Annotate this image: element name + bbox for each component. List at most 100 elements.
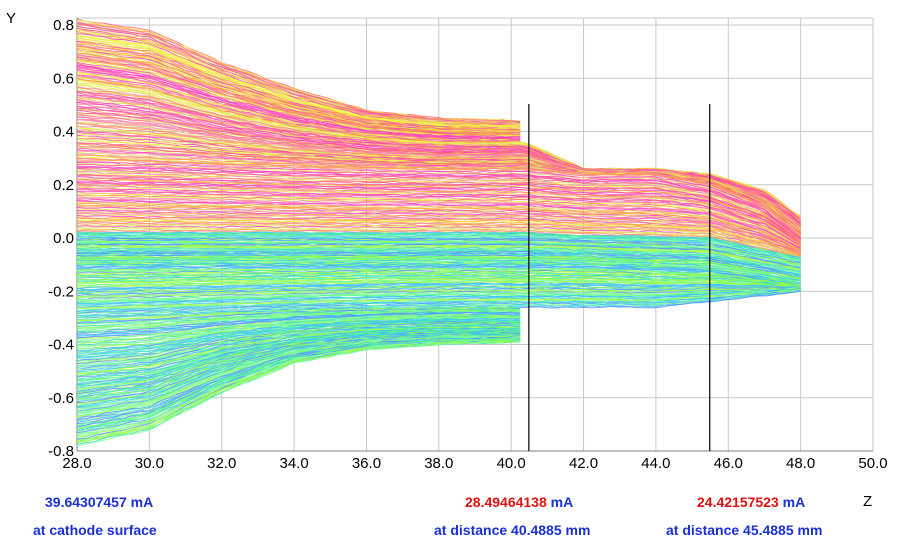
- distance2-current-readout: 24.42157523 mA: [697, 494, 805, 510]
- trajectory-line: [76, 292, 792, 317]
- cathode-current-value: 39.64307457: [45, 494, 127, 510]
- trajectory-line: [76, 290, 792, 312]
- trajectory-line: [76, 242, 801, 268]
- x-tick-label: 32.0: [207, 455, 236, 472]
- cathode-current-unit: mA: [130, 494, 154, 510]
- trajectory-line: [76, 217, 801, 255]
- trajectory-line: [76, 73, 521, 142]
- trajectory-line: [76, 74, 521, 142]
- trajectory-line: [76, 325, 521, 373]
- trajectory-line: [76, 289, 801, 312]
- x-tick-label: 36.0: [352, 455, 381, 472]
- x-tick-label: 44.0: [641, 455, 670, 472]
- trajectory-line: [77, 210, 801, 253]
- distance1-current-value: 28.49464138: [465, 494, 547, 510]
- trajectory-line: [76, 337, 521, 426]
- y-tick-label: 0.2: [53, 177, 74, 194]
- trajectory-line: [76, 289, 801, 309]
- y-tick-label: -0.4: [48, 337, 74, 354]
- trajectory-line: [76, 229, 801, 257]
- trajectory-line: [76, 279, 801, 289]
- trajectory-line: [76, 237, 801, 263]
- trajectory-line: [76, 224, 801, 257]
- trajectory-line: [76, 222, 801, 256]
- trajectory-line: [76, 190, 801, 248]
- trajectory-line: [76, 220, 801, 255]
- trajectory-line: [76, 197, 801, 249]
- trajectory-line: [76, 285, 801, 294]
- trajectory-line: [76, 202, 801, 250]
- trajectory-line: [76, 227, 801, 258]
- trajectory-line: [76, 266, 801, 286]
- trajectory-line: [76, 64, 521, 139]
- y-tick-label: -0.6: [48, 390, 74, 407]
- trajectory-line: [76, 323, 521, 367]
- trajectory-line: [76, 157, 801, 238]
- trajectory-line: [76, 180, 801, 245]
- trajectory-line: [76, 69, 521, 141]
- trajectory-line: [76, 168, 801, 241]
- distance2-caption: at distance 45.4885 mm: [666, 522, 823, 538]
- trajectories: [76, 18, 801, 447]
- trajectory-line: [76, 284, 801, 292]
- x-tick-label: 28.0: [62, 455, 91, 472]
- y-tick-label: -0.2: [48, 283, 74, 300]
- distance-markers: [528, 104, 711, 451]
- trajectory-line: [76, 43, 521, 131]
- trajectory-line: [76, 106, 801, 224]
- trajectory-line: [76, 270, 801, 287]
- x-tick-label: 40.0: [497, 455, 526, 472]
- trajectory-line: [76, 214, 801, 254]
- x-tick-label: 34.0: [279, 455, 308, 472]
- trajectory-line: [76, 287, 801, 299]
- trajectory-line: [76, 209, 801, 253]
- x-tick-label: 38.0: [424, 455, 453, 472]
- trajectory-line: [76, 318, 521, 353]
- trajectory-line: [76, 163, 801, 240]
- trajectory-line: [76, 177, 801, 244]
- trajectory-line: [76, 219, 801, 255]
- trajectory-line: [76, 184, 801, 246]
- trajectory-line: [76, 161, 801, 239]
- trajectory-line: [76, 340, 521, 447]
- trajectory-line: [76, 18, 512, 122]
- trajectory-line: [76, 236, 801, 263]
- distance2-current-unit: mA: [782, 494, 806, 510]
- trajectory-line: [76, 314, 521, 342]
- trajectory-line: [76, 207, 801, 252]
- trajectory-line: [76, 239, 801, 266]
- x-axis-label: Z: [863, 493, 872, 510]
- trajectory-line: [76, 187, 801, 247]
- trajectory-line: [76, 205, 801, 251]
- trajectory-line: [76, 57, 521, 136]
- trajectory-line: [76, 289, 801, 315]
- trajectory-line: [76, 273, 801, 286]
- tick-labels: 28.0 30.0 32.0 34.0 36.0 38.0 40.0 42.0 44.0 46.0…: [48, 17, 887, 472]
- trajectory-line: [76, 201, 801, 251]
- x-tick-label: 46.0: [714, 455, 743, 472]
- cathode-caption: at cathode surface: [33, 522, 157, 538]
- trajectory-line: [77, 269, 801, 286]
- trajectory-line: [76, 31, 521, 126]
- x-tick-label: 50.0: [858, 455, 887, 472]
- y-tick-label: 0.6: [53, 70, 74, 87]
- trajectory-line: [76, 169, 801, 242]
- trajectory-line: [76, 286, 801, 296]
- trajectory-line: [76, 191, 801, 248]
- y-tick-label: 0.8: [53, 17, 74, 34]
- trajectory-line: [76, 211, 801, 253]
- x-tick-label: 42.0: [569, 455, 598, 472]
- x-tick-label: 48.0: [786, 455, 815, 472]
- trajectory-line: [76, 320, 521, 358]
- trajectory-line: [76, 50, 521, 133]
- trajectory-line: [76, 159, 801, 238]
- trajectory-line: [76, 49, 521, 133]
- cathode-current-readout: 39.64307457 mA: [45, 494, 153, 510]
- y-axis-label: Y: [6, 10, 16, 27]
- y-tick-label: -0.8: [48, 443, 74, 460]
- y-tick-label: 0.0: [53, 230, 74, 247]
- trajectory-line: [76, 163, 801, 240]
- distance1-current-readout: 28.49464138 mA: [465, 494, 573, 510]
- distance1-caption: at distance 40.4885 mm: [434, 522, 591, 538]
